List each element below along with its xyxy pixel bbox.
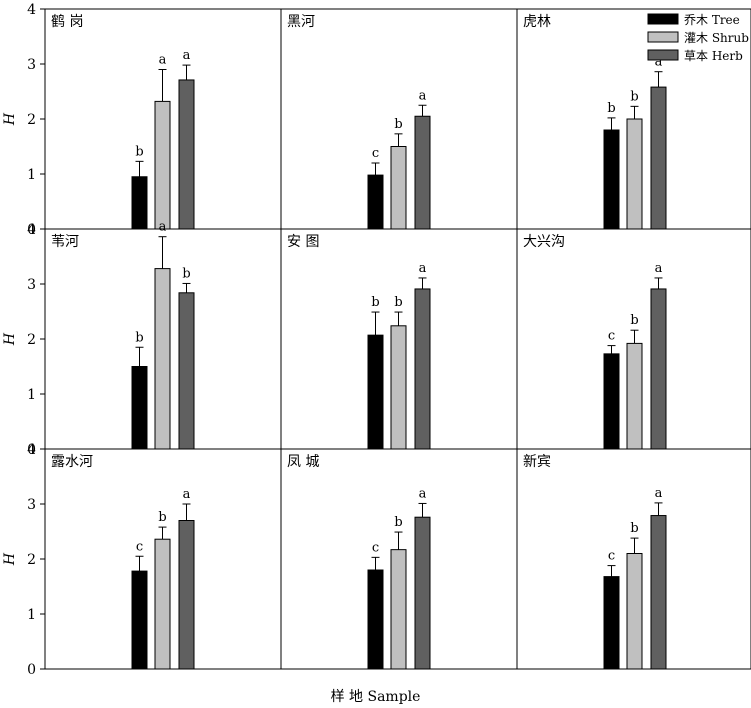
bar <box>626 342 643 450</box>
bar <box>367 569 384 670</box>
significance-letter: a <box>159 53 167 68</box>
bar <box>650 288 667 450</box>
bar <box>626 118 643 230</box>
bar <box>154 268 171 450</box>
panel-title: 苇河 <box>51 234 79 250</box>
significance-letter: c <box>372 146 379 161</box>
bar <box>131 176 148 230</box>
legend-swatch <box>647 13 679 25</box>
bar <box>650 515 667 670</box>
bar <box>178 79 195 230</box>
y-tick-label: 1 <box>27 387 36 403</box>
bar <box>178 292 195 450</box>
significance-letter: a <box>655 261 663 276</box>
bar <box>414 516 431 670</box>
legend-label: 乔木 Tree <box>684 13 740 27</box>
panel-7: 露水河 cb a <box>51 454 195 670</box>
significance-letter: a <box>183 487 191 502</box>
y-tick-label: 0 <box>27 442 36 458</box>
bar <box>178 520 195 670</box>
bar <box>154 100 171 230</box>
legend-swatch <box>647 31 679 43</box>
y-axis-label: H <box>2 112 18 126</box>
y-tick-label: 4 <box>27 222 36 238</box>
significance-letter: b <box>371 295 379 310</box>
bar <box>367 174 384 230</box>
significance-letter: c <box>608 549 615 564</box>
panel-2: 黑河 cb a <box>287 14 431 230</box>
significance-letter: b <box>630 521 638 536</box>
y-tick-label: 2 <box>27 552 36 568</box>
significance-letter: b <box>158 510 166 525</box>
y-tick-label: 1 <box>27 607 36 623</box>
panel-title: 鹤 岗 <box>51 14 83 30</box>
panel-title: 虎林 <box>523 14 551 30</box>
legend: 乔木 Tree 灌木 Shrub 草本 Herb <box>647 13 749 63</box>
panel-title: 凤 城 <box>287 454 319 470</box>
significance-letter: b <box>630 313 638 328</box>
bar <box>154 538 171 670</box>
panel-title: 安 图 <box>287 234 319 250</box>
bar <box>390 325 407 450</box>
bar <box>650 86 667 230</box>
panel-title: 大兴沟 <box>523 234 565 250</box>
significance-letter: a <box>419 261 427 276</box>
significance-letter: a <box>419 486 427 501</box>
significance-letter: b <box>394 117 402 132</box>
significance-letter: b <box>135 330 143 345</box>
panel-1: 鹤 岗 b a a <box>51 14 195 230</box>
panel-4: 苇河 b a b <box>51 220 195 450</box>
panel-8: 凤 城 cb a <box>287 454 431 670</box>
significance-letter: a <box>183 48 191 63</box>
y-tick-label: 3 <box>27 277 36 293</box>
significance-letter: b <box>135 144 143 159</box>
y-tick-label: 2 <box>27 112 36 128</box>
y-tick-label: 4 <box>27 442 36 458</box>
significance-letter: b <box>394 515 402 530</box>
legend-label: 草本 Herb <box>684 49 743 63</box>
panel-6: 大兴沟 cb a <box>523 234 667 450</box>
bar <box>626 553 643 670</box>
significance-letter: a <box>159 220 167 235</box>
y-tick-label: 3 <box>27 497 36 513</box>
bar <box>367 334 384 450</box>
y-tick-label: 0 <box>27 222 36 238</box>
bar <box>414 288 431 450</box>
panel-3: 虎林 bb a <box>523 14 667 230</box>
panel-title: 露水河 <box>51 454 93 470</box>
y-axis-label: H <box>2 332 18 346</box>
panel-title: 黑河 <box>287 14 315 30</box>
legend-swatch <box>647 49 679 61</box>
y-tick-label: 1 <box>27 167 36 183</box>
panel-5: 安 图 b b a <box>287 234 431 450</box>
y-tick-label: 2 <box>27 332 36 348</box>
y-tick-label: 3 <box>27 57 36 73</box>
significance-letter: b <box>182 266 190 281</box>
bar <box>414 115 431 230</box>
significance-letter: c <box>136 539 143 554</box>
panel-title: 新宾 <box>523 454 551 470</box>
significance-letter: b <box>630 89 638 104</box>
panel-9: 新宾 cb a <box>523 454 667 670</box>
significance-letter: b <box>607 101 615 116</box>
significance-letter: a <box>655 486 663 501</box>
bar <box>131 570 148 670</box>
y-tick-label: 4 <box>27 2 36 18</box>
significance-letter: a <box>419 88 427 103</box>
bar <box>390 146 407 230</box>
y-tick-label: 0 <box>27 662 36 678</box>
significance-letter: c <box>608 329 615 344</box>
legend-label: 灌木 Shrub <box>684 31 749 45</box>
significance-letter: b <box>394 295 402 310</box>
bar <box>603 353 620 450</box>
y-axis-label: H <box>2 552 18 566</box>
significance-letter: c <box>372 540 379 555</box>
bar <box>390 549 407 670</box>
bar <box>131 366 148 450</box>
bar <box>603 576 620 670</box>
bar <box>603 129 620 230</box>
significance-letter: a <box>655 55 663 70</box>
x-axis-label: 样 地 Sample <box>330 689 421 705</box>
